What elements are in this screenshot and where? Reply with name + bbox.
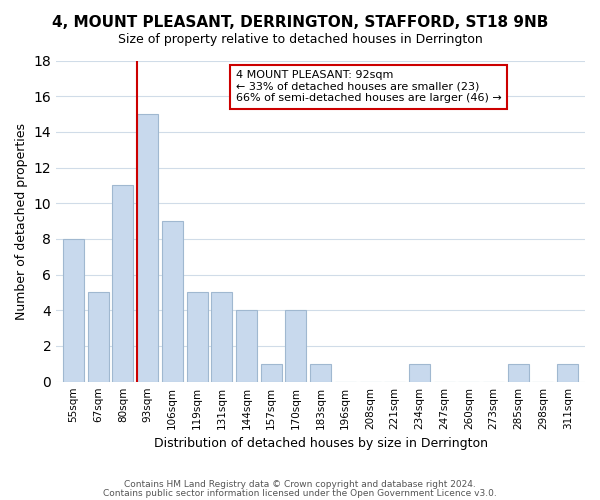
Text: 4, MOUNT PLEASANT, DERRINGTON, STAFFORD, ST18 9NB: 4, MOUNT PLEASANT, DERRINGTON, STAFFORD,… xyxy=(52,15,548,30)
Bar xyxy=(260,364,281,382)
Text: Size of property relative to detached houses in Derrington: Size of property relative to detached ho… xyxy=(118,32,482,46)
Bar xyxy=(137,114,158,382)
Bar xyxy=(508,364,529,382)
Bar xyxy=(557,364,578,382)
Bar xyxy=(112,186,133,382)
Text: Contains public sector information licensed under the Open Government Licence v3: Contains public sector information licen… xyxy=(103,489,497,498)
Bar xyxy=(211,292,232,382)
Bar xyxy=(63,239,84,382)
Bar xyxy=(310,364,331,382)
Bar xyxy=(236,310,257,382)
Y-axis label: Number of detached properties: Number of detached properties xyxy=(15,122,28,320)
X-axis label: Distribution of detached houses by size in Derrington: Distribution of detached houses by size … xyxy=(154,437,488,450)
Text: Contains HM Land Registry data © Crown copyright and database right 2024.: Contains HM Land Registry data © Crown c… xyxy=(124,480,476,489)
Bar xyxy=(187,292,208,382)
Text: 4 MOUNT PLEASANT: 92sqm
← 33% of detached houses are smaller (23)
66% of semi-de: 4 MOUNT PLEASANT: 92sqm ← 33% of detache… xyxy=(236,70,502,103)
Bar xyxy=(409,364,430,382)
Bar xyxy=(162,221,183,382)
Bar xyxy=(286,310,307,382)
Bar xyxy=(88,292,109,382)
